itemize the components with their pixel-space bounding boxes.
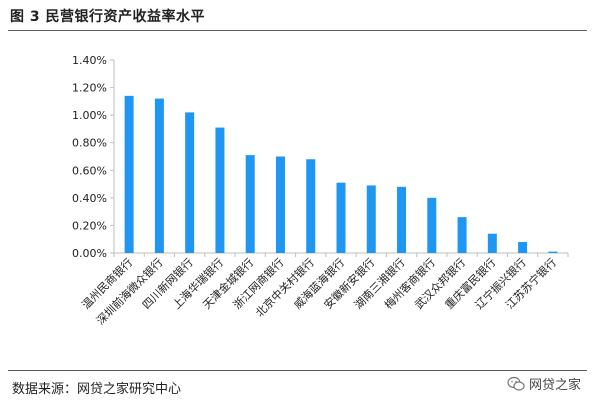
y-tick-labels: 0.00% 0.20% 0.40% 0.60% 0.80% 1.00% 1.20% 1.40% [72, 54, 107, 260]
bar [215, 127, 225, 253]
y-tick-label: 0.20% [72, 219, 107, 232]
bar [518, 241, 528, 253]
chart-bars [124, 95, 558, 253]
bar [548, 251, 558, 253]
wechat-icon [507, 376, 525, 391]
bar [245, 155, 255, 253]
bar [275, 156, 285, 253]
bar [124, 95, 134, 253]
watermark: 网贷之家 [507, 374, 581, 393]
bottom-divider [8, 370, 587, 371]
bar [306, 159, 316, 253]
bar [336, 182, 346, 253]
data-source: 数据来源：网贷之家研究中心 [12, 382, 182, 397]
watermark-text: 网贷之家 [528, 378, 581, 393]
bar [154, 98, 164, 253]
y-tick-label: 1.40% [72, 54, 107, 67]
y-tick-label: 0.80% [72, 137, 107, 150]
bar [427, 197, 437, 253]
chart-title: 图 3 民营银行资产收益率水平 [10, 9, 205, 25]
bar [487, 233, 497, 253]
y-tick-label: 0.40% [72, 192, 107, 205]
y-tick-label: 0.60% [72, 164, 107, 177]
x-category-labels: 温州民商银行深圳前海微众银行四川新网银行上海华瑞银行天津金城银行浙江网商银行北京… [79, 255, 559, 327]
top-divider [8, 30, 587, 31]
y-tick-label: 0.00% [72, 247, 107, 260]
bar-chart: 0.00% 0.20% 0.40% 0.60% 0.80% 1.00% 1.20% 1.40%… [72, 54, 569, 327]
bar [185, 112, 195, 253]
y-tick-label: 1.20% [72, 82, 107, 95]
bar [397, 186, 407, 253]
y-tick-label: 1.00% [72, 109, 107, 122]
bar [457, 217, 467, 253]
bar [366, 185, 376, 253]
